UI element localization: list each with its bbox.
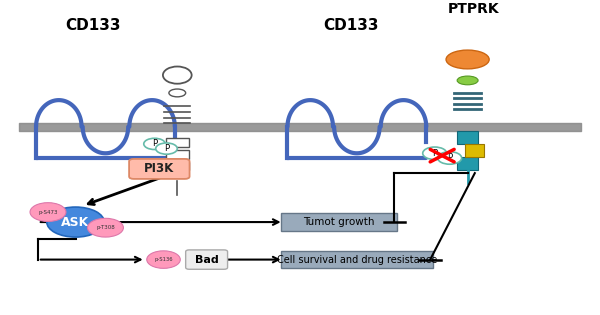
Circle shape <box>144 138 166 150</box>
FancyBboxPatch shape <box>166 162 188 170</box>
Circle shape <box>423 147 446 159</box>
Ellipse shape <box>169 89 185 97</box>
Ellipse shape <box>446 50 489 69</box>
Text: Tumot growth: Tumot growth <box>303 217 374 227</box>
Text: P: P <box>432 149 437 158</box>
Ellipse shape <box>457 76 478 85</box>
Circle shape <box>47 207 104 237</box>
FancyBboxPatch shape <box>281 213 397 231</box>
Circle shape <box>156 143 177 154</box>
FancyBboxPatch shape <box>129 159 190 179</box>
FancyBboxPatch shape <box>457 131 478 144</box>
FancyBboxPatch shape <box>457 158 478 170</box>
Text: p-S473: p-S473 <box>38 209 58 215</box>
Text: ASK: ASK <box>61 215 89 229</box>
Circle shape <box>147 251 180 268</box>
Text: p-S136: p-S136 <box>154 257 173 262</box>
Text: Cell survival and drug resistance: Cell survival and drug resistance <box>277 255 437 265</box>
Circle shape <box>437 152 461 164</box>
FancyBboxPatch shape <box>281 251 433 268</box>
Circle shape <box>88 218 124 237</box>
FancyBboxPatch shape <box>166 150 188 158</box>
FancyBboxPatch shape <box>185 250 227 269</box>
Text: P: P <box>164 144 169 153</box>
Text: CD133: CD133 <box>323 18 379 32</box>
FancyBboxPatch shape <box>464 144 484 157</box>
Text: P: P <box>152 140 157 148</box>
Text: CD133: CD133 <box>66 18 121 32</box>
Text: Bad: Bad <box>195 255 218 265</box>
Circle shape <box>30 203 66 221</box>
FancyBboxPatch shape <box>166 138 188 147</box>
Text: PTPRK: PTPRK <box>448 3 499 16</box>
Ellipse shape <box>163 66 191 84</box>
Text: p-T308: p-T308 <box>96 225 115 230</box>
Text: PI3K: PI3K <box>144 163 175 175</box>
Text: P: P <box>447 153 452 163</box>
